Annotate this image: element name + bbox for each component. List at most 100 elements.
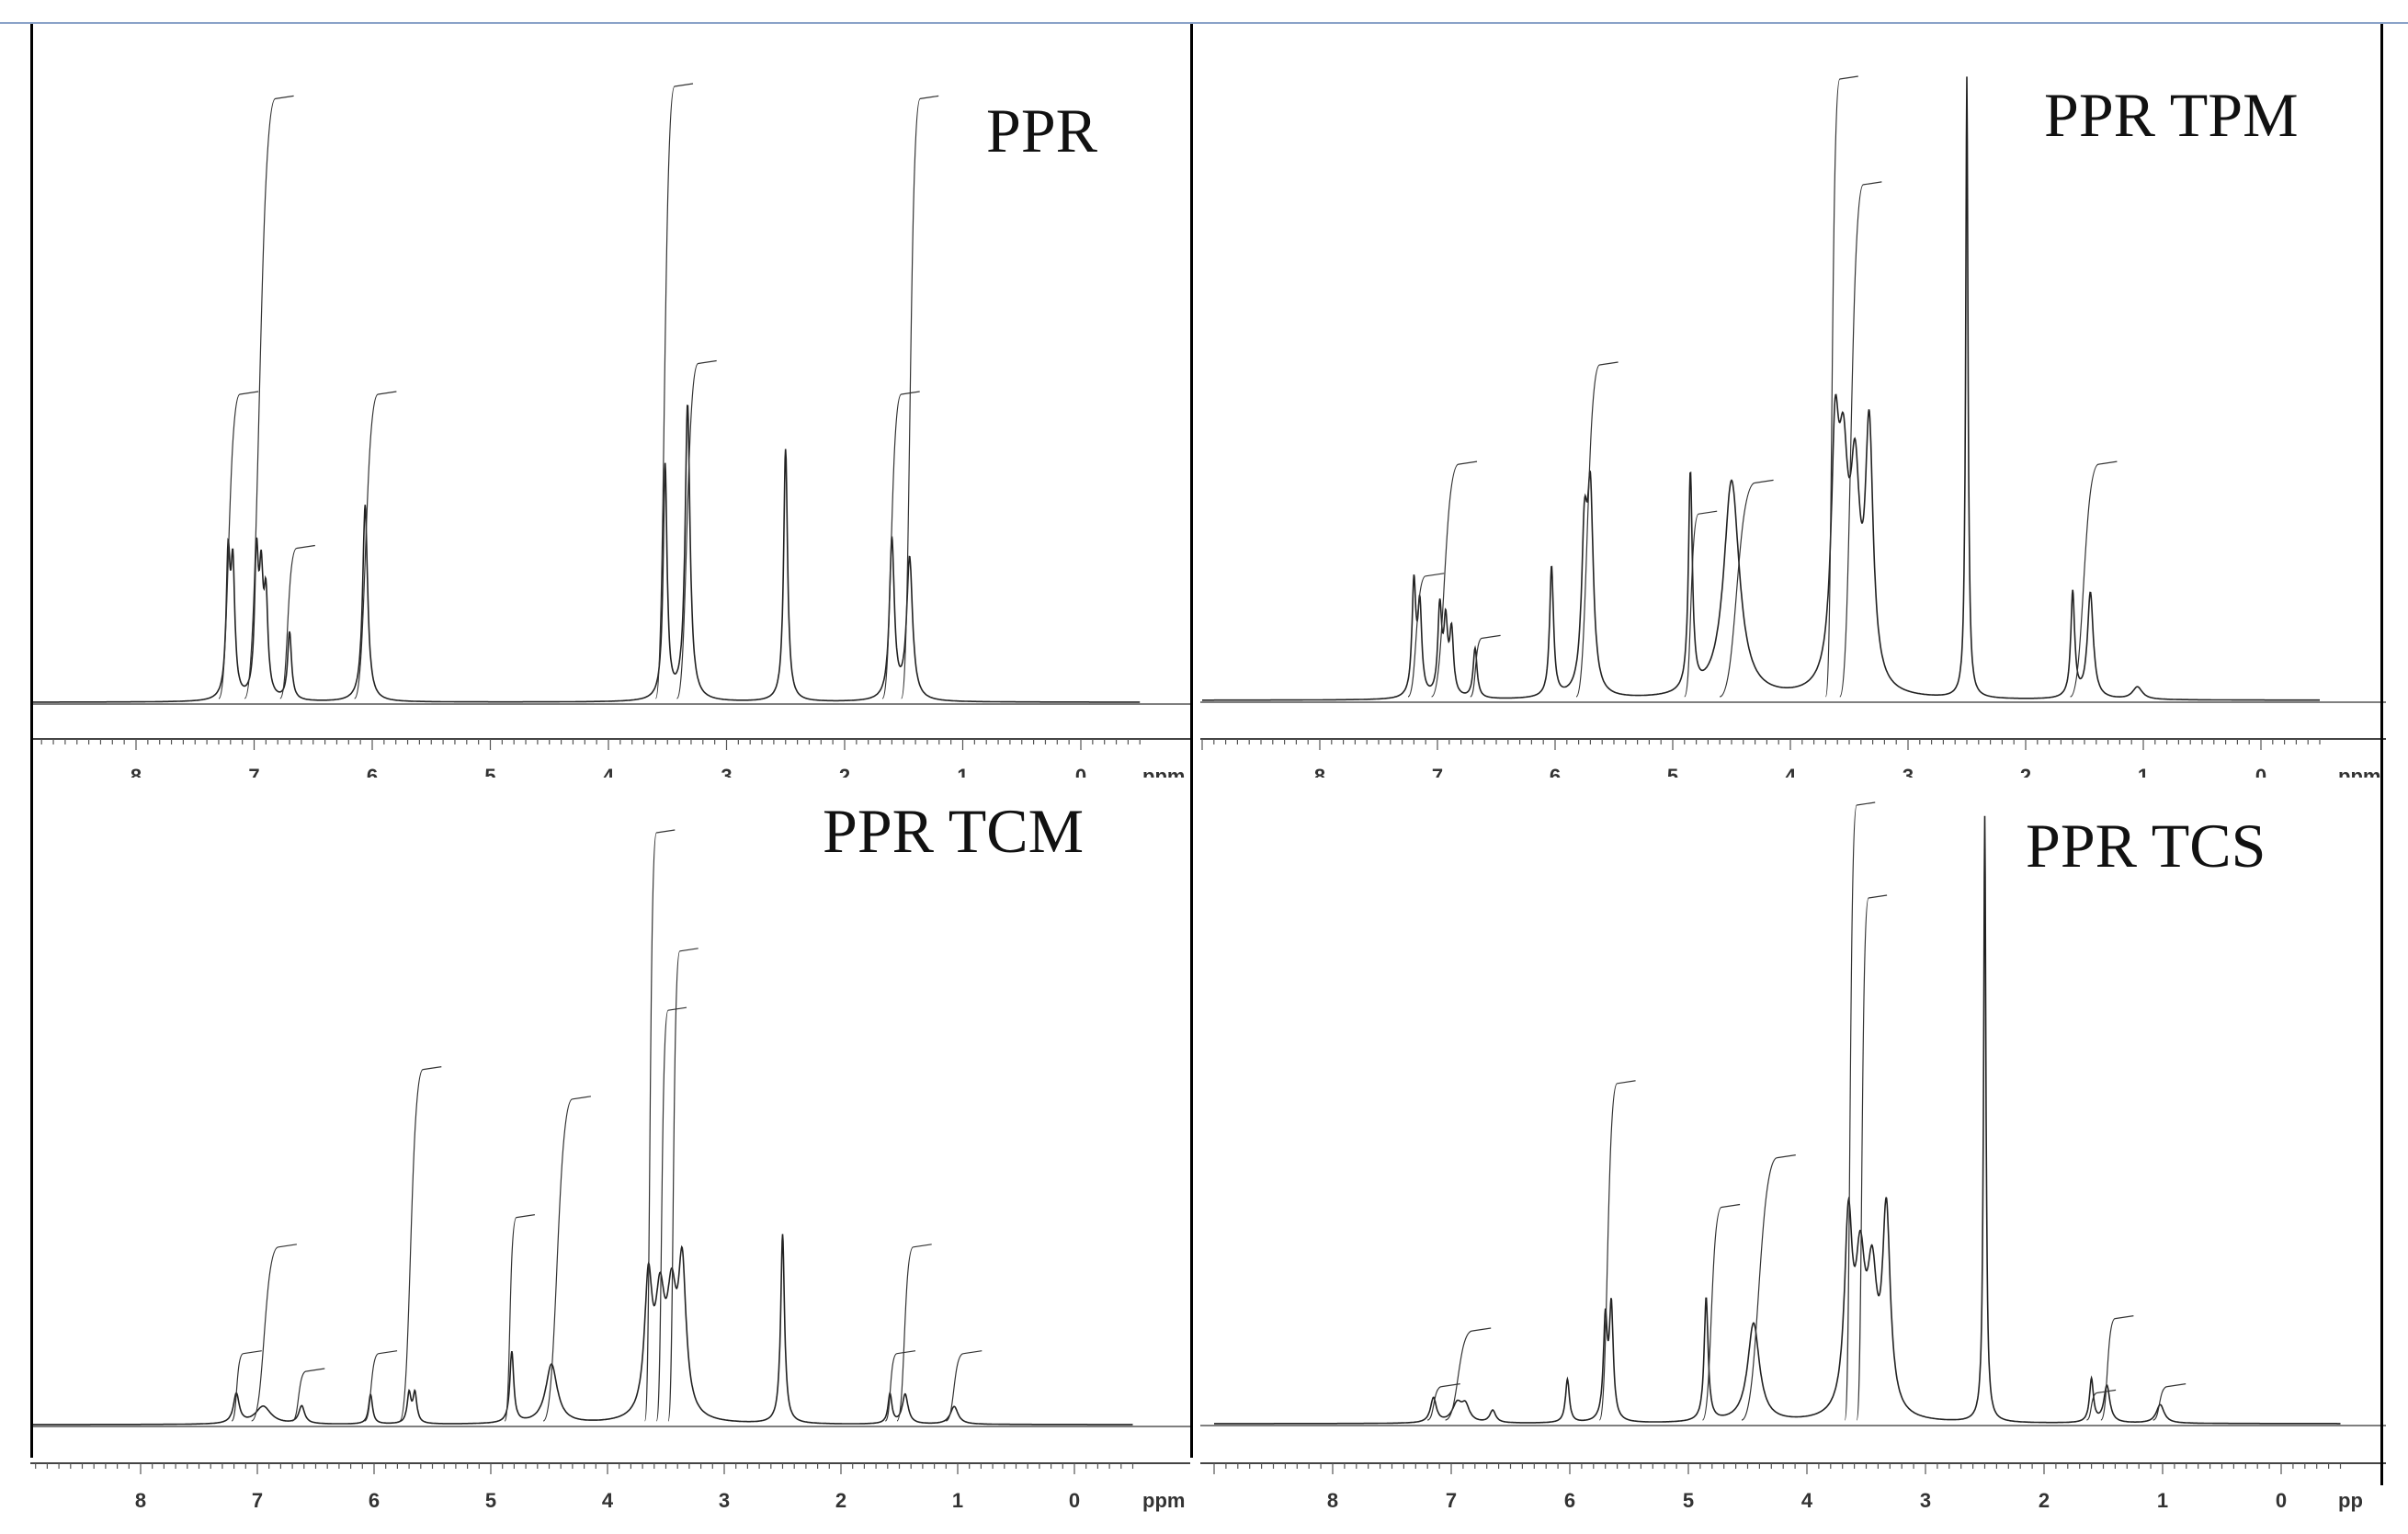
integral-curve	[896, 1244, 932, 1422]
tick-label: 8	[1327, 1489, 1338, 1512]
spectrum-trace	[30, 404, 1141, 703]
tick-label: 2	[2039, 1489, 2050, 1512]
x-axis-label: ppm	[2338, 765, 2380, 778]
integral-curve	[231, 1350, 262, 1422]
integral-curve	[1470, 634, 1501, 698]
tick-label: 7	[1446, 1489, 1457, 1512]
tick-label: 8	[135, 1489, 146, 1512]
panel-title: PPR TCS	[2026, 811, 2266, 881]
integral-curve	[291, 1368, 325, 1422]
tick-label: 3	[1920, 1489, 1931, 1512]
integral-curve	[1839, 181, 1882, 698]
integral-curve	[1426, 1383, 1460, 1421]
spectrum-panel-ppr-tcm: 8 7 6 5 4 3 2 1 0 ppm PPR TCM	[30, 778, 1190, 1534]
tick-label: 1	[957, 765, 968, 778]
integral-curve	[676, 359, 717, 699]
tick-label: 0	[1075, 765, 1086, 778]
tick-label: 8	[131, 765, 142, 778]
integral-curve	[884, 1350, 916, 1422]
x-axis-label: pp	[2338, 1489, 2363, 1512]
spectrum-chart-ppr-tpm: 8 7 6 5 4 3 2 1 0 ppm	[1200, 75, 2386, 778]
tick-label: 4	[603, 765, 615, 778]
tick-label: 4	[602, 1489, 614, 1512]
center-divider	[1190, 24, 1193, 1458]
tick-label: 5	[1683, 1489, 1694, 1512]
tick-label: 0	[2255, 765, 2266, 778]
tick-label: 2	[2020, 765, 2031, 778]
integral-curve	[1575, 361, 1619, 698]
integral-curve	[1824, 75, 1858, 698]
integral-curve	[1844, 801, 1876, 1421]
integral-curve	[2070, 460, 2118, 698]
tick-label: 1	[952, 1489, 963, 1512]
spectrum-trace	[1202, 76, 2320, 701]
tick-label: 5	[484, 765, 495, 778]
tick-label: 3	[1903, 765, 1914, 778]
tick-label: 7	[1432, 765, 1443, 778]
x-axis-label: ppm	[1142, 1489, 1185, 1512]
tick-label: 5	[485, 1489, 496, 1512]
tick-label: 2	[835, 1489, 846, 1512]
tick-label: 6	[1550, 765, 1561, 778]
integral-curve	[655, 1006, 687, 1422]
integral-curve	[1719, 479, 1774, 698]
integral-curve	[667, 948, 699, 1422]
tick-label: 3	[719, 1489, 730, 1512]
integral-curve	[945, 1350, 983, 1422]
integral-curve	[399, 1066, 442, 1422]
integral-curve	[1684, 510, 1718, 698]
tick-label: 7	[252, 1489, 263, 1512]
tick-label: 1	[2157, 1489, 2168, 1512]
integral-curve	[251, 1244, 297, 1422]
tick-label: 2	[839, 765, 850, 778]
tick-label: 7	[248, 765, 259, 778]
integral-curve	[1701, 1203, 1741, 1421]
integral-curve	[504, 1214, 535, 1422]
integral-curve	[218, 391, 259, 699]
integral-curve	[2100, 1315, 2134, 1421]
spectrum-chart-ppr-tcm: 8 7 6 5 4 3 2 1 0 ppm	[30, 829, 1190, 1512]
integral-curve	[654, 83, 694, 699]
integral-curve	[1741, 1154, 1796, 1421]
integral-curve	[881, 391, 920, 699]
integral-curve	[1445, 1327, 1492, 1421]
tick-label: 6	[367, 765, 378, 778]
right-border	[2380, 24, 2383, 1485]
integral-curve	[279, 544, 315, 699]
integral-curve	[1431, 460, 1478, 698]
tick-label: 4	[1801, 1489, 1813, 1512]
integral-curve	[644, 829, 676, 1422]
integral-curve	[244, 95, 294, 699]
integral-curve	[1407, 573, 1445, 698]
tick-label: 5	[1667, 765, 1678, 778]
x-axis-label: ppm	[1142, 765, 1185, 778]
panel-title: PPR	[986, 96, 1097, 165]
integral-curve	[1856, 894, 1888, 1421]
spectrum-trace	[1214, 815, 2341, 1425]
integral-curve	[901, 95, 939, 699]
tick-label: 1	[2138, 765, 2149, 778]
panel-title: PPR TCM	[823, 796, 1085, 866]
integral-curve	[1598, 1080, 1636, 1421]
tick-label: 3	[721, 765, 732, 778]
integral-curve	[2152, 1383, 2187, 1421]
tick-label: 4	[1785, 765, 1797, 778]
spectrum-panel-ppr: 8 7 6 5 4 3 2 1 0 ppm PPR	[30, 24, 1190, 778]
spectrum-panel-ppr-tcs: 8 7 6 5 4 3 2 1 0 pp PPR TCS	[1200, 778, 2386, 1534]
integral-curve	[2086, 1389, 2117, 1421]
spectrum-chart-ppr-tcs: 8 7 6 5 4 3 2 1 0 pp	[1200, 801, 2386, 1512]
tick-label: 8	[1314, 765, 1325, 778]
integral-curve	[354, 391, 397, 699]
tick-label: 0	[2276, 1489, 2287, 1512]
spectrum-panel-ppr-tpm: 8 7 6 5 4 3 2 1 0 ppm PPR TPM	[1200, 24, 2386, 778]
tick-label: 6	[369, 1489, 380, 1512]
panel-title: PPR TPM	[2044, 80, 2299, 150]
left-border	[30, 24, 33, 1458]
tick-label: 6	[1564, 1489, 1575, 1512]
top-rule	[0, 22, 2408, 24]
spectrum-trace	[30, 1233, 1133, 1426]
spectrum-chart-ppr: 8 7 6 5 4 3 2 1 0 ppm	[30, 83, 1190, 778]
tick-label: 0	[1069, 1489, 1080, 1512]
integral-curve	[364, 1350, 398, 1422]
